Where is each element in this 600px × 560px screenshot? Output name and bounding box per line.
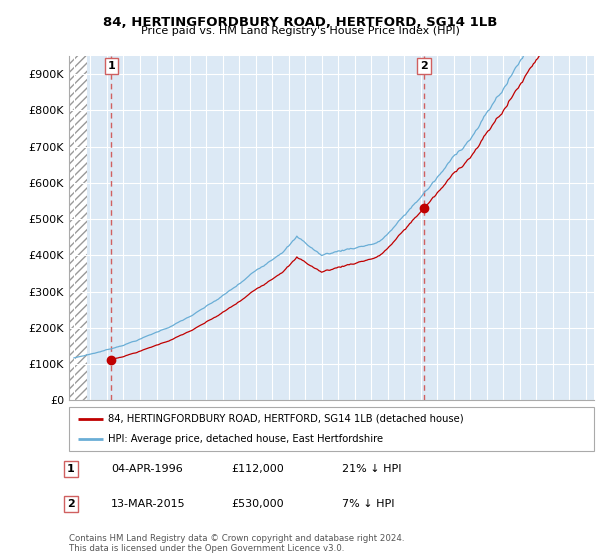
Text: Contains HM Land Registry data © Crown copyright and database right 2024.
This d: Contains HM Land Registry data © Crown c… xyxy=(69,534,404,553)
Text: 84, HERTINGFORDBURY ROAD, HERTFORD, SG14 1LB: 84, HERTINGFORDBURY ROAD, HERTFORD, SG14… xyxy=(103,16,497,29)
Text: 1: 1 xyxy=(107,61,115,71)
FancyBboxPatch shape xyxy=(69,407,594,451)
Text: £530,000: £530,000 xyxy=(231,499,284,509)
Text: 04-APR-1996: 04-APR-1996 xyxy=(111,464,183,474)
Bar xyxy=(69,56,87,400)
Text: 2: 2 xyxy=(420,61,428,71)
Text: 84, HERTINGFORDBURY ROAD, HERTFORD, SG14 1LB (detached house): 84, HERTINGFORDBURY ROAD, HERTFORD, SG14… xyxy=(109,414,464,424)
Text: HPI: Average price, detached house, East Hertfordshire: HPI: Average price, detached house, East… xyxy=(109,434,383,444)
Text: Price paid vs. HM Land Registry's House Price Index (HPI): Price paid vs. HM Land Registry's House … xyxy=(140,26,460,36)
Text: 1: 1 xyxy=(67,464,74,474)
Text: 21% ↓ HPI: 21% ↓ HPI xyxy=(342,464,401,474)
Text: 7% ↓ HPI: 7% ↓ HPI xyxy=(342,499,395,509)
Text: 13-MAR-2015: 13-MAR-2015 xyxy=(111,499,185,509)
Text: 2: 2 xyxy=(67,499,74,509)
Text: £112,000: £112,000 xyxy=(231,464,284,474)
